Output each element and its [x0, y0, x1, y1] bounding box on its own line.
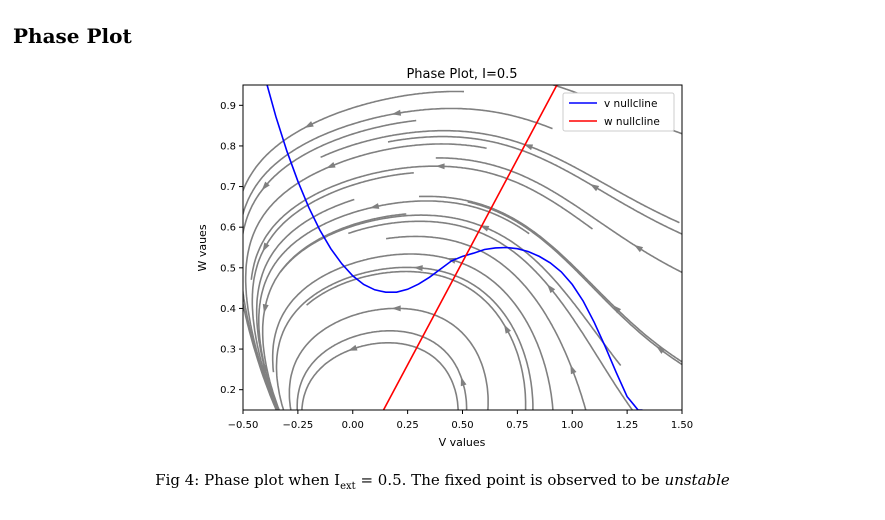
series-line-1 [382, 85, 558, 410]
streamline [255, 198, 355, 410]
x-axis-label: V values [439, 436, 486, 449]
y-tick-label: 0.4 [220, 304, 236, 315]
x-tick-label: 0.75 [506, 420, 528, 431]
plot-frame [242, 84, 683, 411]
legend: v nullcline w nullcline [562, 92, 675, 132]
streamline-arrow [348, 344, 358, 351]
streamline-arrow [570, 364, 577, 375]
streamline [271, 253, 554, 410]
streamline [348, 220, 634, 410]
streamline [243, 90, 464, 410]
x-tick-label: 0.50 [451, 420, 473, 431]
streamline-arrow [369, 203, 380, 209]
streamline [467, 201, 682, 366]
x-tick-label: −0.25 [283, 420, 314, 431]
streamline [279, 214, 622, 366]
x-tick-label: 0.00 [342, 420, 364, 431]
streamline-arrow [262, 242, 270, 252]
caption-middle: = 0.5. The fixed point is observed to be [355, 471, 665, 489]
caption-subscript: ext [340, 481, 356, 492]
streamline [261, 213, 407, 410]
streamline-arrow [304, 121, 314, 128]
streamline-arrow [460, 376, 467, 387]
x-axis: −0.50 −0.25 0.00 0.25 0.50 0.75 1.00 1.25 1.50 [228, 410, 693, 431]
series-layer [266, 85, 643, 410]
streamline-arrow [261, 364, 267, 375]
streamline-arrow [391, 305, 401, 312]
streamline [243, 107, 553, 217]
streamline [387, 135, 682, 235]
streamline [418, 195, 682, 363]
x-tick-label: 1.50 [671, 420, 693, 431]
streamline [301, 342, 459, 410]
streamline-arrow [589, 184, 600, 192]
streamline-arrow [413, 265, 423, 272]
y-tick-label: 0.7 [220, 182, 236, 193]
streamline [244, 143, 487, 410]
streamline [275, 266, 534, 410]
y-axis-label: W vaues [196, 224, 209, 271]
y-tick-label: 0.3 [220, 345, 236, 356]
streamline-arrow [547, 284, 556, 294]
streamlines [243, 85, 682, 410]
phase-plot-figure: Phase Plot, I=0.5 −0.50 −0.25 0.00 0.25 0.50… [196, 67, 693, 449]
streamline [320, 129, 680, 224]
streamline-arrow [523, 144, 534, 151]
streamline-arrow [504, 324, 511, 334]
streamline-arrow [656, 346, 665, 354]
x-tick-label: 1.00 [561, 420, 583, 431]
y-tick-label: 0.6 [220, 223, 236, 234]
caption-emphasis: unstable [664, 471, 730, 489]
streamline [306, 270, 527, 410]
y-tick-label: 0.5 [220, 263, 236, 274]
figure-caption: Fig 4: Phase plot when Iext = 0.5. The f… [0, 471, 885, 492]
streamline-arrow [612, 305, 622, 314]
streamline [296, 330, 468, 410]
streamline-arrow [633, 244, 644, 253]
y-tick-label: 0.9 [220, 101, 236, 112]
streamline [435, 157, 682, 274]
series-line-0 [266, 85, 643, 410]
streamline-arrow [479, 225, 490, 232]
streamline [258, 200, 530, 410]
streamline [288, 307, 489, 410]
streamline-arrow [262, 303, 269, 314]
streamline [385, 235, 587, 410]
section-title: Phase Plot [13, 24, 132, 48]
y-axis: 0.2 0.3 0.4 0.5 0.6 0.7 0.8 0.9 [220, 101, 243, 396]
streamline [251, 172, 414, 410]
streamline [250, 165, 593, 280]
y-tick-label: 0.8 [220, 141, 236, 152]
legend-label: v nullcline [604, 98, 657, 110]
legend-label: w nullcline [604, 116, 660, 128]
streamline-arrow [391, 109, 402, 116]
chart-title: Phase Plot, I=0.5 [406, 67, 517, 82]
y-tick-label: 0.2 [220, 385, 236, 396]
caption-prefix: Fig 4: Phase plot when I [155, 471, 341, 489]
streamline-arrow [261, 181, 270, 191]
x-tick-label: −0.50 [228, 420, 259, 431]
x-tick-label: 1.25 [616, 420, 638, 431]
x-tick-label: 0.25 [396, 420, 418, 431]
streamline-arrow [326, 162, 336, 169]
streamline-arrow [435, 163, 445, 170]
